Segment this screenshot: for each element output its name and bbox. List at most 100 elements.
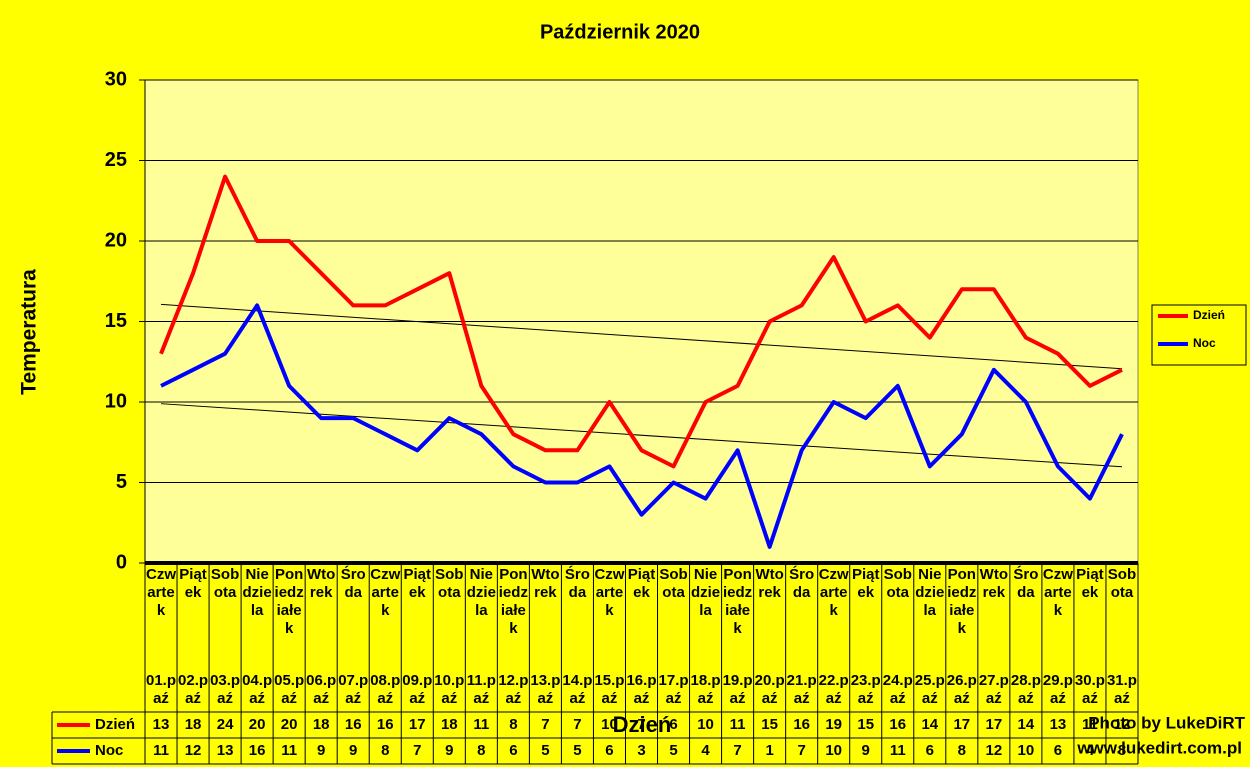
x-tick-label: 17.paź [658,672,689,707]
day-label: Poniedziałek [498,566,528,637]
x-tick-label: 07.paź [338,672,369,707]
day-label: Czwartek [370,566,401,619]
table-value: 17 [953,716,970,733]
watermark: Photo by LukeDiRT [1088,713,1245,732]
table-value: 10 [601,716,618,733]
table-value: 20 [281,716,298,733]
y-axis-label: Temperatura [18,269,41,395]
table-value: 15 [761,716,778,733]
x-tick-label: 04.paź [242,672,273,707]
x-tick-label: 27.paź [978,672,1009,707]
x-tick-label: 16.paź [626,672,657,707]
x-tick-label: 26.paź [946,672,977,707]
table-value: 13 [153,716,170,733]
y-tick-label: 30 [105,68,127,90]
table-value: 6 [509,742,517,759]
day-label: Poniedziałek [274,566,304,637]
table-value: 12 [1114,716,1131,733]
x-tick-label: 30.paź [1074,672,1105,707]
x-tick-label: 25.paź [914,672,945,707]
day-label: Sobota [883,566,912,601]
watermark: www.lukedirt.com.pl [1076,738,1242,757]
table-value: 6 [1054,742,1062,759]
series-line [160,303,1124,549]
table-value: 9 [349,742,357,759]
table-value: 11 [1082,716,1098,733]
x-tick-label: 31.paź [1106,672,1137,707]
day-label: Czwartek [818,566,849,619]
y-tick-label: 10 [105,390,127,412]
x-tick-label: 19.paź [722,672,753,707]
x-tick-label: 21.paź [786,672,817,707]
table-value: 10 [1018,742,1035,759]
table-value: 9 [862,742,870,759]
x-tick-label: 13.paź [530,672,561,707]
day-label: Wtorek [979,566,1008,601]
day-label: Czwartek [594,566,625,619]
table-value: 16 [377,716,394,733]
table-value: 24 [217,716,234,733]
x-tick-label: 20.paź [754,672,785,707]
table-value: 12 [986,742,1003,759]
day-label: Czwartek [1042,566,1073,619]
day-label: Środa [564,566,590,601]
day-label: Poniedziałek [723,566,753,637]
day-label: Środa [1013,566,1039,601]
x-tick-label: 01.paź [146,672,177,707]
table-value: 16 [793,716,810,733]
day-label: Wtorek [531,566,560,601]
day-label: Czwartek [146,566,177,619]
day-label: Niedziela [242,566,272,619]
x-axis-label: Dzień [613,712,672,737]
table-value: 7 [733,742,741,759]
y-tick-label: 15 [105,310,127,332]
table-value: 14 [1018,716,1035,733]
table-value: 13 [1050,716,1067,733]
table-value: 16 [889,716,906,733]
day-label: Piątek [1076,566,1104,601]
day-label: Piątek [627,566,656,601]
x-tick-label: 06.paź [306,672,337,707]
table-value: 7 [797,742,805,759]
table-value: 3 [637,742,645,759]
x-tick-label: 24.paź [882,672,913,707]
x-tick-label: 22.paź [818,672,849,707]
table-value: 1 [765,742,773,759]
table-value: 11 [153,742,169,759]
day-label: Piątek [851,566,880,601]
table-value: 6 [669,716,677,733]
table-value: 4 [701,742,710,759]
day-label: Środa [340,566,366,601]
day-label: Sobota [210,566,240,601]
table-value: 10 [825,742,842,759]
table-value: 18 [185,716,202,733]
table-value: 18 [441,716,458,733]
table-value: 20 [249,716,266,733]
x-tick-label: 02.paź [178,672,209,707]
table-value: 4 [1086,742,1095,759]
x-tick-label: 05.paź [274,672,305,707]
day-label: Sobota [1107,566,1137,601]
table-value: 8 [381,742,389,759]
day-label: Wtorek [755,566,784,601]
x-tick-label: 28.paź [1010,672,1041,707]
table-row-label: Dzień [95,716,135,733]
table-value: 16 [249,742,266,759]
table-value: 5 [669,742,677,759]
table-value: 6 [605,742,613,759]
table-value: 6 [926,742,934,759]
y-tick-label: 25 [105,149,127,171]
day-label: Wtorek [307,566,336,601]
table-value: 8 [958,742,966,759]
table-value: 5 [541,742,549,759]
table-value: 15 [857,716,874,733]
day-label: Niedziela [915,566,945,619]
day-label: Poniedziałek [947,566,977,637]
day-label: Środa [789,566,815,601]
x-tick-label: 23.paź [850,672,881,707]
day-label: Sobota [659,566,688,601]
legend-box [1151,304,1247,366]
table-value: 11 [890,742,906,759]
table-value: 9 [317,742,325,759]
